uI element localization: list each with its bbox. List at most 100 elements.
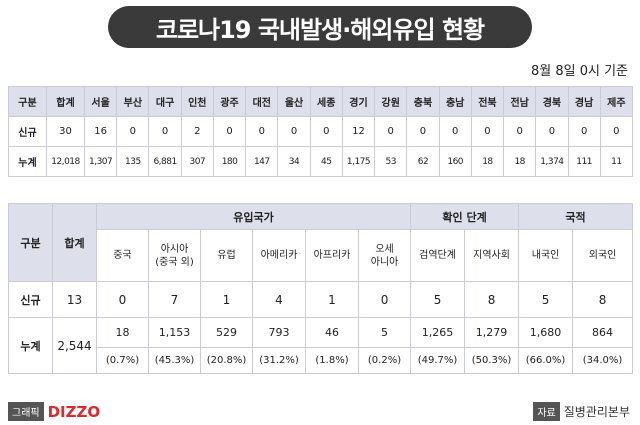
overseas-column-header: 검역단계 (410, 229, 466, 282)
regional-value-cell: 0 (438, 116, 472, 147)
regional-value-cell: 34 (277, 146, 311, 177)
overseas-new-value: 4 (252, 281, 306, 318)
overseas-cum-value: 1,265 (410, 317, 466, 348)
overseas-column-header: 아시아 (중국 외) (148, 229, 201, 282)
overseas-column-header: 오세 아니아 (357, 229, 412, 282)
overseas-header-stage: 확인 단계 (410, 203, 520, 230)
regional-value-cell: 30 (46, 116, 85, 147)
regional-value-cell: 0 (503, 116, 537, 147)
regional-value-cell: 135 (116, 146, 150, 177)
regional-row-label: 신규 (8, 116, 47, 147)
regional-header-cell: 합계 (46, 86, 85, 117)
overseas-cum-percent: (31.2%) (252, 347, 306, 374)
regional-header-cell: 세종 (309, 86, 343, 117)
regional-header-cell: 서울 (83, 86, 118, 117)
overseas-cum-percent: (1.8%) (305, 347, 359, 374)
overseas-header-gubun: 구분 (8, 203, 53, 282)
graphic-label: 그래픽 (8, 402, 44, 421)
overseas-column-header: 아메리카 (252, 229, 306, 282)
regional-value-cell: 12 (341, 116, 376, 147)
regional-value-cell: 16 (83, 116, 118, 147)
overseas-new-value: 0 (357, 281, 412, 318)
overseas-cum-percent: (0.2%) (357, 347, 412, 374)
overseas-cum-value: 18 (96, 317, 149, 348)
overseas-new-value: 1 (305, 281, 359, 318)
regional-value-cell: 53 (374, 146, 408, 177)
regional-header-cell: 제주 (599, 86, 633, 117)
table-row: 누계 12,018 1,307 135 6,881 307 180 147 34 45 1,175 5… (8, 146, 633, 177)
regional-header-cell: 전북 (470, 86, 505, 117)
regional-header-cell: 강원 (374, 86, 408, 117)
regional-value-cell: 0 (535, 116, 569, 147)
regional-value-cell: 0 (599, 116, 633, 147)
overseas-cum-total: 2,544 (52, 317, 97, 374)
overseas-cum-value: 1,680 (518, 317, 574, 348)
regional-value-cell: 0 (212, 116, 247, 147)
regional-header-cell: 경기 (341, 86, 376, 117)
overseas-new-label: 신규 (8, 281, 53, 318)
overseas-new-value: 5 (518, 281, 574, 318)
regional-value-cell: 1,175 (341, 146, 376, 177)
overseas-column-header: 지역사회 (464, 229, 520, 282)
regional-header-cell: 광주 (212, 86, 247, 117)
regional-value-cell: 160 (438, 146, 472, 177)
overseas-column-header: 유럽 (200, 229, 253, 282)
regional-header-cell: 부산 (116, 86, 150, 117)
regional-value-cell: 0 (470, 116, 505, 147)
source-label: 자료 (533, 402, 560, 421)
regional-value-cell: 2 (180, 116, 214, 147)
regional-value-cell: 0 (406, 116, 440, 147)
regional-value-cell: 0 (245, 116, 279, 147)
regional-value-cell: 11 (599, 146, 633, 177)
source-credit: 자료 질병관리본부 (533, 402, 630, 421)
table-row: 신규 30 16 0 0 2 0 0 0 0 12 0 0 0 0 0 0 0 0 (8, 116, 633, 147)
date-label: 8월 8일 0시 기준 (530, 64, 628, 79)
regional-value-cell: 12,018 (46, 146, 85, 177)
regional-value-cell: 0 (148, 116, 182, 147)
regional-value-cell: 0 (277, 116, 311, 147)
regional-header-cell: 인천 (180, 86, 214, 117)
regional-header-cell: 구분 (8, 86, 47, 117)
regional-value-cell: 0 (567, 116, 601, 147)
regional-value-cell: 147 (245, 146, 279, 177)
overseas-cum-label: 누계 (8, 317, 53, 374)
overseas-column-header: 외국인 (572, 229, 634, 282)
graphic-credit: 그래픽 DIZZO (8, 402, 100, 421)
overseas-table: 구분 합계 유입국가 확인 단계 국적 중국 아시아 (중국 외) 유럽 아메리카 아프리… (8, 203, 634, 374)
overseas-cum-value: 529 (200, 317, 253, 348)
overseas-cum-value: 793 (252, 317, 306, 348)
overseas-cum-percent: (49.7%) (410, 347, 466, 374)
overseas-cum-percent: (45.3%) (148, 347, 201, 374)
overseas-cum-value: 5 (357, 317, 412, 348)
overseas-new-value: 1 (200, 281, 253, 318)
overseas-cum-percent: (0.7%) (96, 347, 149, 374)
overseas-new-value: 0 (96, 281, 149, 318)
source-text: 질병관리본부 (563, 405, 630, 419)
overseas-cum-value: 1,279 (464, 317, 520, 348)
regional-value-cell: 45 (309, 146, 343, 177)
overseas-cum-percent: (34.0%) (572, 347, 634, 374)
regional-header-cell: 경북 (535, 86, 569, 117)
regional-value-cell: 111 (567, 146, 601, 177)
overseas-column-header: 아프리카 (305, 229, 359, 282)
regional-table: 구분 합계 서울 부산 대구 인천 광주 대전 울산 세종 경기 강원 충북 충남 전북 전남 경북 경남 제주 신규… (8, 86, 633, 177)
regional-header-cell: 충북 (406, 86, 440, 117)
overseas-header-nationality: 국적 (518, 203, 634, 230)
page-title: 코로나19 국내발생·해외유입 현황 (108, 6, 532, 48)
regional-header-cell: 울산 (277, 86, 311, 117)
overseas-header-country: 유입국가 (95, 203, 412, 230)
regional-header-cell: 대구 (148, 86, 182, 117)
regional-value-cell: 307 (180, 146, 214, 177)
overseas-cum-value: 864 (572, 317, 634, 348)
regional-value-cell: 180 (212, 146, 247, 177)
overseas-column-header: 중국 (96, 229, 149, 282)
overseas-cum-percent: (66.0%) (518, 347, 574, 374)
overseas-new-total: 13 (52, 281, 97, 318)
regional-value-cell: 1,374 (535, 146, 569, 177)
overseas-new-value: 8 (572, 281, 634, 318)
overseas-new-value: 8 (464, 281, 520, 318)
regional-value-cell: 0 (374, 116, 408, 147)
regional-header-cell: 경남 (567, 86, 601, 117)
overseas-new-value: 7 (148, 281, 201, 318)
regional-value-cell: 6,881 (148, 146, 182, 177)
